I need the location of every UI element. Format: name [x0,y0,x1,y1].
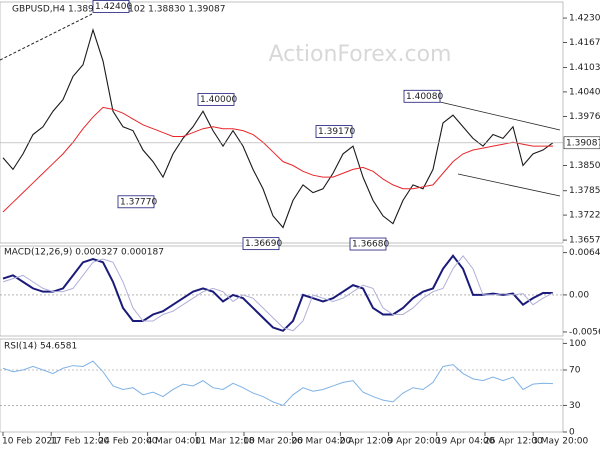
x-tick-label: 17 Feb 12:00 [50,437,109,447]
y-tick-label: 1.39765 [569,112,600,122]
annotation: 1.42400 [95,2,132,12]
y-tick-label: -0.005679 [569,327,600,337]
rsi-title: RSI(14) 54.6581 [4,342,77,352]
annotation: 1.36680 [352,240,389,250]
x-tick-label: 4 Mar 04:00 [147,437,202,447]
y-tick-label: 0.00649 [569,248,600,258]
y-tick-label: 0 [569,428,575,438]
y-tick-label: 1.40400 [569,87,600,97]
annotation-box [403,89,441,103]
y-tick-label: 0.00 [569,290,589,300]
annotation-box [242,237,280,251]
y-tick-label: 70 [569,366,581,376]
y-tick-label: 1.37220 [569,211,600,221]
x-tick-label: 2 Apr 12:00 [339,437,392,447]
y-tick-label: 1.42305 [569,14,600,24]
annotation: 1.36690 [245,239,282,249]
annotation: 1.40080 [406,92,443,102]
y-tick-label: 1.37850 [569,186,600,196]
annotation-box [197,92,235,106]
y-tick-label: 1.41675 [569,38,600,48]
y-tick-label: 1.41030 [569,63,600,73]
series-line [2,28,554,229]
channel-line [439,101,561,131]
annotation: 1.40000 [200,95,237,105]
x-tick-label: 3 May 20:00 [532,437,588,447]
series-line [2,254,554,332]
y-tick-label: 1.38500 [569,161,600,171]
macd-panel [0,245,564,337]
x-tick-label: 11 Mar 12:00 [195,437,255,447]
annotation-box [315,125,353,138]
x-tick-label: 26 Mar 04:00 [291,437,351,447]
x-tick-label: 19 Apr 04:00 [436,437,495,447]
y-tick-label: 100 [569,339,586,349]
rsi-panel [0,338,564,433]
channel-line [457,173,561,197]
trend-line [0,13,93,61]
y-tick-label: 30 [569,401,581,411]
last-price-box [563,136,600,150]
x-tick-label: 26 Apr 12:00 [484,437,543,447]
macd-title: MACD(12,26,9) 0.000327 0.000187 [4,248,164,258]
price-panel [0,1,564,244]
annotation-box [117,195,155,209]
last-price-label: 1.39087 [566,138,600,148]
y-tick-label: 1.36575 [569,236,600,246]
x-tick-label: 24 Feb 20:00 [98,437,157,447]
x-tick-label: 18 Mar 20:00 [243,437,303,447]
watermark: ActionForex.com [269,42,452,67]
annotation: 1.37770 [120,197,157,207]
x-tick-label: 9 Apr 20:00 [388,437,441,447]
annotation: 1.39170 [318,127,355,137]
annotation-box [349,237,387,251]
annotation-box [92,0,130,13]
series-line [2,254,553,332]
series-line [2,360,554,407]
series-line [2,106,553,213]
x-tick-label: 10 Feb 2021 [2,437,58,447]
